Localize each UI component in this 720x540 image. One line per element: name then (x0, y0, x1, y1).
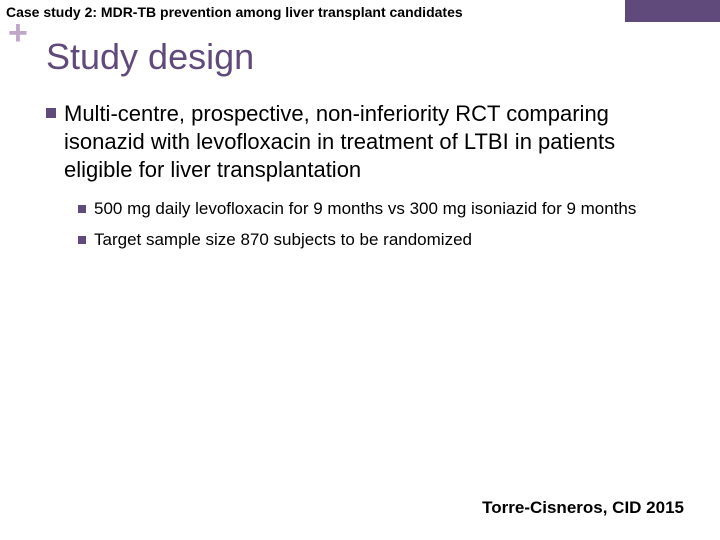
bullet-lvl1: Multi-centre, prospective, non-inferiori… (46, 100, 666, 184)
header-label: Case study 2: MDR-TB prevention among li… (6, 4, 463, 20)
bullet-text: 500 mg daily levofloxacin for 9 months v… (94, 198, 636, 220)
bullet-text: Target sample size 870 subjects to be ra… (94, 229, 472, 251)
square-bullet-icon (46, 108, 56, 118)
body-content: Multi-centre, prospective, non-inferiori… (46, 100, 666, 259)
bullet-lvl2: Target sample size 870 subjects to be ra… (78, 229, 666, 251)
accent-topbar (625, 0, 720, 22)
slide: Case study 2: MDR-TB prevention among li… (0, 0, 720, 540)
square-bullet-icon (78, 205, 86, 213)
square-bullet-icon (78, 236, 86, 244)
citation: Torre-Cisneros, CID 2015 (482, 498, 684, 518)
bullet-lvl2: 500 mg daily levofloxacin for 9 months v… (78, 198, 666, 220)
slide-title: Study design (46, 36, 254, 78)
plus-icon: + (8, 16, 28, 50)
bullet-text: Multi-centre, prospective, non-inferiori… (64, 100, 666, 184)
